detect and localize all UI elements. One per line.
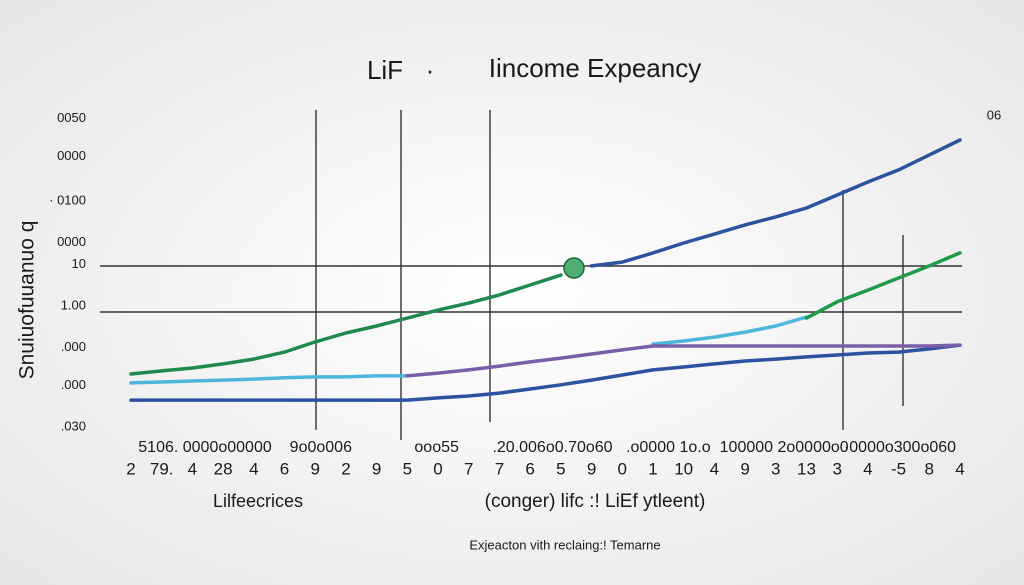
x-tick-label: 1 (648, 459, 657, 478)
x-tick-label: 79. (150, 459, 174, 478)
x-tick-label: 5106. 0000o00000 (138, 439, 272, 456)
y-tick-label: 0050 (57, 110, 86, 125)
x-tick-label: 8 (925, 459, 934, 478)
right-label: 06 (987, 107, 1001, 122)
x-tick-label: ooo55 (414, 439, 459, 456)
x-tick-label: 100000 2o0000o0 (720, 439, 849, 456)
x-tick-label: 9o0o006 (290, 439, 352, 456)
series-line (405, 343, 962, 378)
x-axis-label: (conger) lifc :! LiEf ytleent) (485, 491, 706, 512)
x-tick-label: 9 (372, 459, 381, 478)
chart-subtitle: Iincome Expeancy (489, 53, 701, 83)
x-tick-label: 9 (587, 459, 596, 478)
y-tick-label: .030 (61, 418, 86, 433)
y-tick-label: .000 (61, 377, 86, 392)
highlight-marker (563, 257, 585, 279)
x-tick-label: 9 (310, 459, 319, 478)
caption: Exjeacton vith reclaing:! Temarne (469, 537, 660, 552)
x-tick-label: .20.006o0.70o60 (492, 439, 612, 456)
x-tick-label: -5 (891, 459, 906, 478)
y-tick-label: .000 (61, 339, 86, 354)
x-tick-label: 4 (710, 459, 719, 478)
x-tick-label: 2 (126, 459, 135, 478)
x-tick-label: 4 (955, 459, 964, 478)
chart-title: LiF (367, 55, 403, 85)
x-tick-label: 0 (618, 459, 627, 478)
y-tick-label: · 0100 (49, 192, 86, 207)
x-tick-label: 9 (740, 459, 749, 478)
x-tick-label: 3 (832, 459, 841, 478)
x-tick-label: 5 (403, 459, 412, 478)
x-tick-label: 13 (797, 459, 816, 478)
x-tick-label: 28 (214, 459, 233, 478)
x-axis-label: Lilfeecrices (213, 491, 303, 511)
series-line (129, 273, 563, 376)
x-tick-label: 6 (525, 459, 534, 478)
y-tick-label: 10 (72, 256, 86, 271)
x-tick-label: .o0000 1o.o (626, 439, 711, 456)
x-tick-label: 5 (556, 459, 565, 478)
x-tick-label: 2 (341, 459, 350, 478)
x-tick-label: 10 (674, 459, 693, 478)
x-tick-label: 3 (771, 459, 780, 478)
x-tick-label: 7 (495, 459, 504, 478)
series-line (129, 343, 962, 402)
y-tick-label: 1.00 (61, 297, 86, 312)
y-tick-label: 0000 (57, 148, 86, 163)
x-tick-label: 7 (464, 459, 473, 478)
series-line (589, 138, 962, 268)
x-tick-label: 6 (280, 459, 289, 478)
x-tick-label: 4 (863, 459, 872, 478)
y-axis-label: Snuiuofuuanuo q (16, 221, 39, 380)
x-tick-label: 4 (249, 459, 258, 478)
series-line (129, 315, 809, 385)
series-line (804, 251, 962, 320)
decoration-lines (100, 110, 962, 440)
x-tick-label: 0 (433, 459, 442, 478)
title-separator: · (426, 55, 435, 85)
x-tick-label: ·0000o300o060 (844, 439, 956, 456)
x-tick-label: 4 (188, 459, 197, 478)
y-tick-label: 0000 (57, 234, 86, 249)
plot-area (129, 138, 962, 402)
